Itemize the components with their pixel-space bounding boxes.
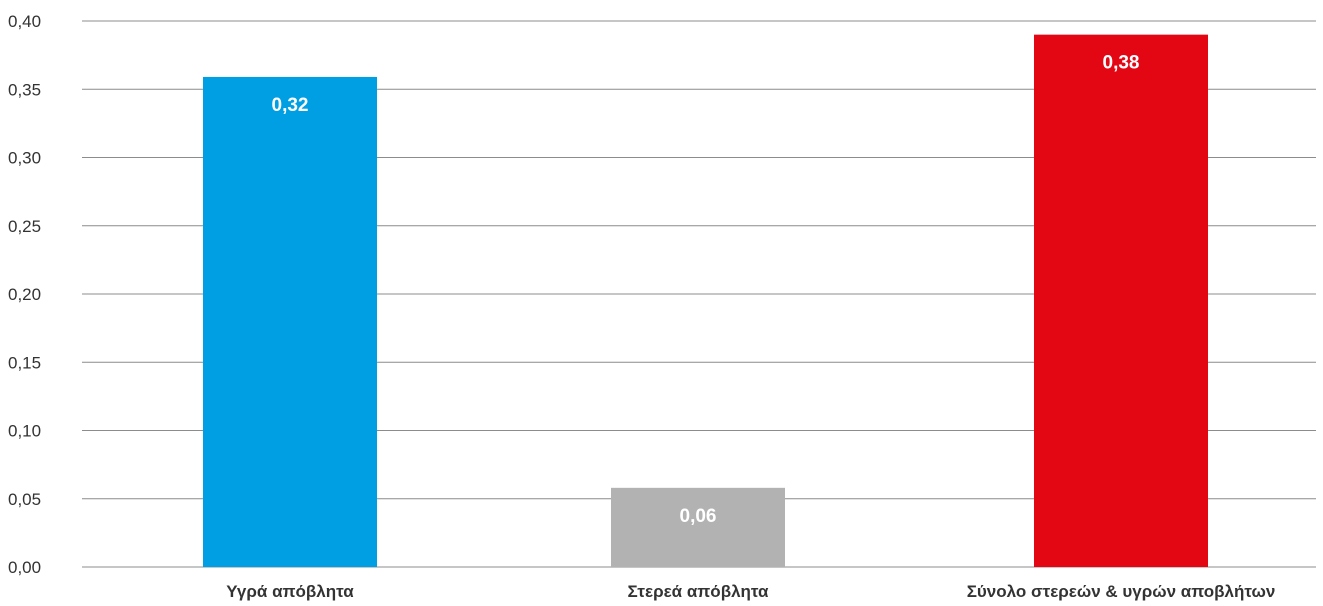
y-tick-label: 0,15 <box>8 353 41 372</box>
bar <box>1034 34 1208 567</box>
x-category-label: Σύνολο στερεών & υγρών αποβλήτων <box>967 582 1276 601</box>
y-tick-label: 0,00 <box>8 558 41 577</box>
y-tick-label: 0,05 <box>8 490 41 509</box>
bar-value-label: 0,32 <box>272 95 309 116</box>
y-tick-label: 0,10 <box>8 422 41 441</box>
y-tick-label: 0,20 <box>8 285 41 304</box>
y-axis-tick-labels: 0,00 0,05 0,10 0,15 0,20 0,25 0,30 0,35 0,40 <box>8 12 41 577</box>
y-tick-label: 0,25 <box>8 217 41 236</box>
bars <box>203 34 1208 567</box>
bar-value-labels: 0,32 0,06 0,38 <box>272 53 1140 527</box>
bar <box>203 76 377 567</box>
bar-value-label: 0,38 <box>1103 53 1140 74</box>
y-tick-label: 0,35 <box>8 80 41 99</box>
bar <box>611 487 785 567</box>
x-category-label: Στερεά απόβλητα <box>628 582 770 601</box>
y-tick-label: 0,30 <box>8 149 41 168</box>
x-category-label: Υγρά απόβλητα <box>226 582 354 601</box>
y-tick-label: 0,40 <box>8 12 41 31</box>
bar-value-label: 0,06 <box>680 506 717 527</box>
x-axis-category-labels: Υγρά απόβλητα Στερεά απόβλητα Σύνολο στερε… <box>226 582 1275 601</box>
